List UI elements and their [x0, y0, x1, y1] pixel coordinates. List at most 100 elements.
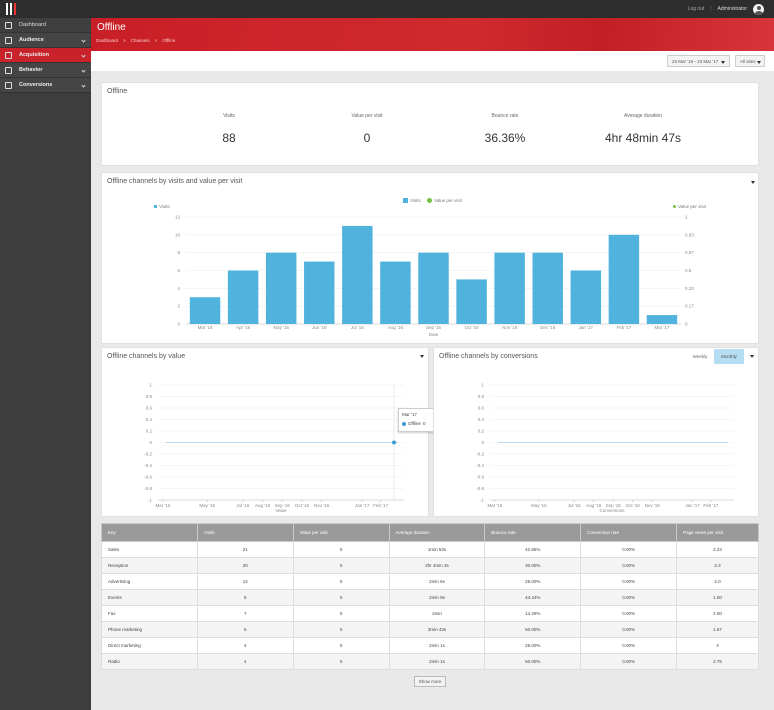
breadcrumb-channels[interactable]: Channels	[130, 38, 150, 43]
table-cell: 2min 6s	[388, 573, 486, 590]
y2-tick-label: 0	[685, 322, 688, 327]
table-row: Events 8 0 2min 9s 44.44% 0.00% 1.00	[101, 589, 759, 606]
breadcrumb-dashboard[interactable]: Dashboard	[96, 38, 119, 43]
y-tick-label: 0	[177, 322, 180, 327]
top-bar: Log out | Administrator	[0, 0, 774, 18]
x-tick-label: Nov '16	[502, 325, 518, 330]
monthly-toggle[interactable]: Monthly	[714, 349, 744, 364]
x-tick-label: Sep '16	[275, 503, 291, 508]
legend-value-per-visit[interactable]: Value per visit	[427, 198, 462, 203]
table-cell: 12	[196, 573, 294, 590]
x-tick-label: Mar '17	[655, 325, 670, 330]
weekly-toggle[interactable]: Weekly	[692, 354, 708, 359]
x-axis-title: Value	[275, 508, 287, 513]
x-tick-label: Nov '16	[645, 503, 661, 508]
legend-swatch	[154, 205, 157, 208]
chevron-down-icon[interactable]	[751, 181, 755, 184]
kpi-average-duration: Average duration 4hr 48min 47s	[578, 113, 708, 145]
table-cell: 4	[196, 637, 294, 654]
sidebar-item-dashboard[interactable]: Dashboard	[0, 18, 91, 33]
bar	[265, 252, 297, 324]
table-cell: 0	[292, 605, 390, 622]
avatar-icon[interactable]	[753, 3, 764, 15]
site-filter-dropdown[interactable]: All sites	[735, 55, 765, 67]
y2-tick-label: 0.33	[685, 286, 694, 291]
table-header-cell[interactable]: Page views per visit	[676, 523, 759, 542]
x-tick-label: Jan '17	[685, 503, 700, 508]
sidebar-item-conversions[interactable]: Conversions	[0, 78, 91, 93]
logout-link[interactable]: Log out	[687, 6, 705, 12]
series-point-offline	[392, 440, 396, 445]
y-tick-label: -0.6	[144, 475, 152, 480]
table-cell: 25.00%	[484, 573, 582, 590]
table-cell: 0	[292, 589, 390, 606]
y-tick-label: 6	[177, 268, 180, 273]
show-more-button[interactable]: Show more	[414, 676, 446, 687]
table-cell: 0	[292, 541, 390, 558]
x-tick-label: Jul '16	[568, 503, 581, 508]
table-cell: 2min	[388, 605, 486, 622]
y2-tick-label: 0.17	[685, 304, 694, 309]
axis-right-legend: Value per visit	[673, 204, 706, 209]
sidebar-item-behavior[interactable]: Behavior	[0, 63, 91, 78]
table-cell: Phone marketing	[101, 621, 198, 638]
y-tick-label: 1	[481, 383, 484, 388]
y-tick-label: 0.6	[146, 406, 153, 411]
table-cell: 2.23	[676, 541, 759, 558]
chevron-down-icon	[81, 37, 86, 43]
kpi-label: Visits	[223, 113, 235, 119]
table-header-cell[interactable]: Bounce rate	[484, 523, 582, 542]
sidebar-item-audience[interactable]: Audience	[0, 33, 91, 48]
date-range-picker[interactable]: 23 Mar '16 - 23 Mar '17	[667, 55, 730, 67]
logo-icon[interactable]	[6, 3, 18, 15]
chevron-down-icon	[757, 61, 761, 64]
y-tick-label: -0.2	[476, 452, 484, 457]
y-tick-label: 1	[149, 383, 152, 388]
y-tick-label: 0.4	[146, 417, 153, 422]
chart-title: Offline channels by value	[107, 353, 186, 360]
table-cell: 0	[292, 653, 390, 670]
table-row: Radio 4 0 2min 1s 50.00% 0.00% 2.75	[101, 653, 759, 670]
conversions-icon	[5, 81, 12, 89]
kpi-bounce-rate: Bounce rate 36.36%	[440, 113, 570, 145]
table-cell: 1.00	[676, 589, 759, 606]
table-row: Reception 20 0 2hr 4min 3s 30.00% 0.00% 2.3	[101, 557, 759, 574]
user-name[interactable]: Administrator	[717, 6, 747, 12]
legend-visits[interactable]: Visits	[403, 198, 421, 203]
table-cell: 21	[196, 541, 294, 558]
y-tick-label: 0	[481, 440, 484, 445]
legend-label: Visits	[410, 198, 421, 203]
kpi-label: Value per visit	[351, 113, 383, 119]
table-cell: 2min 1s	[388, 653, 486, 670]
summary-title: Offline	[107, 88, 128, 95]
table-cell: 50.00%	[484, 653, 582, 670]
x-tick-label: Jul '16	[236, 503, 249, 508]
breadcrumb-separator: >	[123, 38, 126, 43]
table-cell: 0	[292, 637, 390, 654]
table-cell: 3min 43s	[388, 621, 486, 638]
table-header-cell[interactable]: Value per visit	[292, 523, 390, 542]
table-header-cell[interactable]: Conversion rate	[580, 523, 678, 542]
audience-icon	[5, 36, 12, 44]
table-cell: 0.00%	[580, 541, 678, 558]
table-cell: 0	[292, 557, 390, 574]
y-tick-label: 0.8	[146, 394, 153, 399]
sidebar-item-acquisition[interactable]: Acquisition	[0, 48, 91, 63]
table-header-cell[interactable]: Key	[101, 523, 198, 542]
x-tick-label: Jan '17	[355, 503, 370, 508]
sidebar-item-label: Acquisition	[19, 52, 49, 58]
table-header-cell[interactable]: Visits	[196, 523, 294, 542]
table-cell: 4	[196, 653, 294, 670]
y-tick-label: 4	[177, 286, 180, 291]
table-header-cell[interactable]: Average duration	[388, 523, 486, 542]
behavior-icon	[5, 66, 12, 74]
table-cell: 0	[292, 573, 390, 590]
kpi-value: 36.36%	[484, 131, 526, 145]
chevron-down-icon[interactable]	[420, 355, 424, 358]
table-cell: 6	[196, 621, 294, 638]
x-tick-label: May '16	[199, 503, 215, 508]
bar	[608, 234, 640, 324]
chevron-down-icon[interactable]	[750, 355, 754, 358]
value-line-chart: -1 -0.8 -0.6 -0.4 -0.2 0 0.2 0.4 0.6 0.8 1 Mar '16 M…	[144, 383, 404, 513]
y-tick-label: -0.6	[476, 475, 484, 480]
